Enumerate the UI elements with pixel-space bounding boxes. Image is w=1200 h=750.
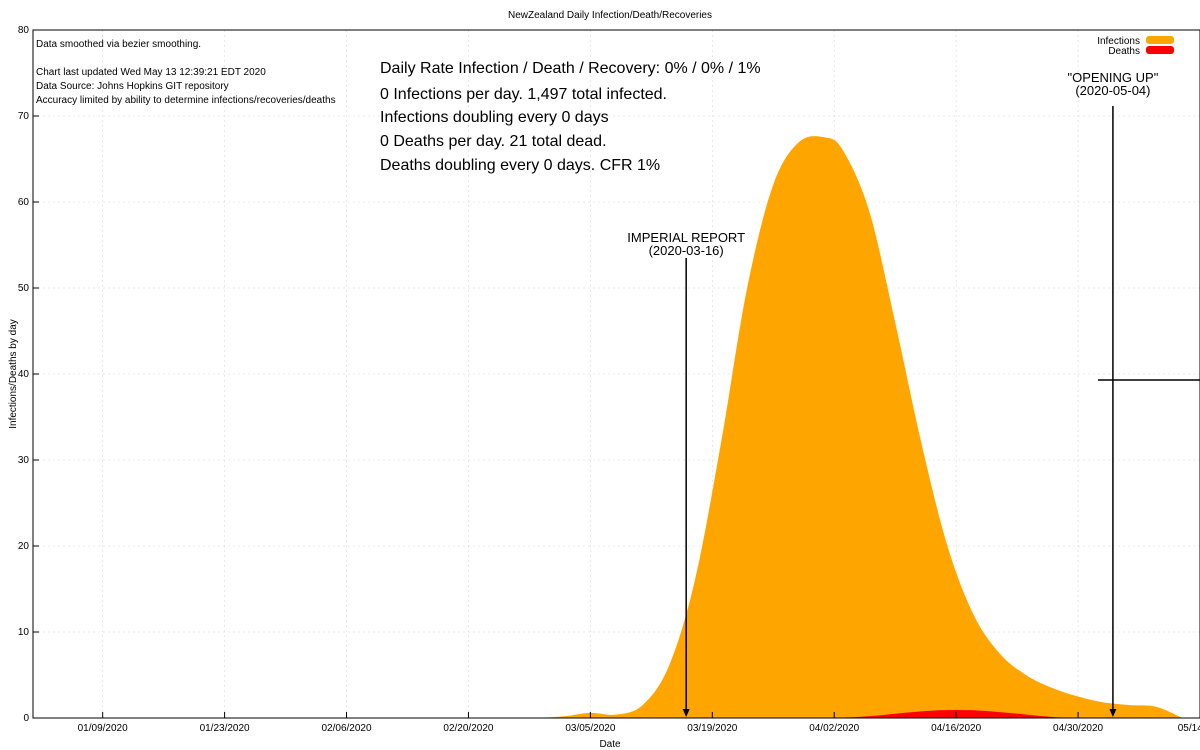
annotation-label: "OPENING UP" — [1067, 70, 1158, 85]
annotations: IMPERIAL REPORT(2020-03-16) "OPENING UP"(… — [627, 70, 1159, 717]
x-tick-label: 03/19/2020 — [687, 723, 737, 734]
y-tick-label: 80 — [18, 25, 30, 36]
stat-deaths-per-day: 0 Deaths per day. 21 total dead. — [380, 133, 607, 150]
annotation-arrowhead — [1109, 709, 1117, 717]
notes-block: Data smoothed via bezier smoothing. Char… — [36, 39, 336, 106]
x-axis-ticks: 01/09/2020 01/23/2020 02/06/2020 02/20/2020… — [78, 712, 1200, 734]
stat-daily-rate: Daily Rate Infection / Death / Recovery:… — [380, 60, 761, 77]
x-tick-label: 02/20/2020 — [443, 723, 493, 734]
note-updated: Chart last updated Wed May 13 12:39:21 E… — [36, 67, 266, 78]
note-accuracy: Accuracy limited by ability to determine… — [36, 95, 336, 106]
x-tick-label: 01/23/2020 — [200, 723, 250, 734]
legend-swatch-deaths — [1146, 46, 1174, 54]
legend-swatch-infections — [1146, 36, 1174, 44]
annotation-label: (2020-05-04) — [1075, 83, 1150, 98]
y-axis-label: Infections/Deaths by day — [8, 319, 19, 429]
area-infections — [538, 136, 1183, 719]
x-tick-label: 05/14/202 — [1178, 723, 1200, 734]
stat-infections-per-day: 0 Infections per day. 1,497 total infect… — [380, 86, 667, 103]
data-areas — [538, 136, 1183, 719]
x-tick-label: 02/06/2020 — [321, 723, 371, 734]
grid-lines — [33, 30, 1200, 718]
x-tick-label: 04/30/2020 — [1053, 723, 1103, 734]
stat-deaths-doubling: Deaths doubling every 0 days. CFR 1% — [380, 157, 660, 174]
legend-label-infections: Infections — [1097, 36, 1140, 47]
y-tick-label: 60 — [18, 197, 30, 208]
annotation-label: (2020-03-16) — [649, 243, 724, 258]
x-tick-label: 01/09/2020 — [78, 723, 128, 734]
note-source: Data Source: Johns Hopkins GIT repositor… — [36, 81, 229, 92]
y-tick-label: 10 — [18, 627, 30, 638]
y-axis-ticks: 0 10 20 30 40 50 60 70 80 — [18, 25, 39, 724]
chart-title: NewZealand Daily Infection/Death/Recover… — [508, 10, 712, 21]
stats-block: Daily Rate Infection / Death / Recovery:… — [380, 60, 761, 174]
annotation-label: IMPERIAL REPORT — [627, 230, 745, 245]
y-tick-label: 70 — [18, 111, 30, 122]
legend: Infections Deaths — [1097, 36, 1174, 57]
note-smoothing: Data smoothed via bezier smoothing. — [36, 39, 201, 50]
x-tick-label: 03/05/2020 — [565, 723, 615, 734]
area-deaths — [834, 709, 1070, 718]
y-tick-label: 40 — [18, 369, 30, 380]
y-tick-label: 0 — [23, 713, 29, 724]
annotation-arrowhead — [682, 709, 690, 717]
legend-label-deaths: Deaths — [1108, 46, 1140, 57]
y-tick-label: 50 — [18, 283, 30, 294]
x-tick-label: 04/02/2020 — [809, 723, 859, 734]
y-tick-label: 30 — [18, 455, 30, 466]
x-axis-label: Date — [599, 739, 621, 750]
stat-infections-doubling: Infections doubling every 0 days — [380, 109, 609, 126]
y-tick-label: 20 — [18, 541, 30, 552]
x-tick-label: 04/16/2020 — [931, 723, 981, 734]
